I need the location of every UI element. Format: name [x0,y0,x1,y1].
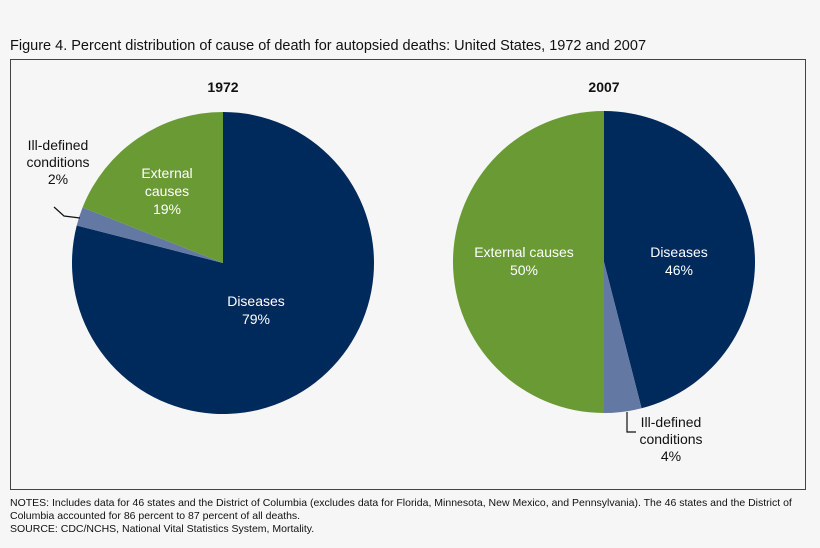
label-ill-defined-2007: Ill-defined conditions 4% [639,414,702,464]
label-diseases-2007: Diseases 46% [650,244,708,278]
pie-slice-external-causes [453,111,604,413]
label-external-1972: External causes 19% [141,165,192,217]
pie-slice-ill-defined-conditions [604,262,642,413]
notes-text: NOTES: Includes data for 46 states and t… [10,497,792,522]
leader-line-2007 [626,412,636,433]
pie-title-2007: 2007 [588,79,619,95]
figure-title: Figure 4. Percent distribution of cause … [10,38,647,54]
label-external-2007: External causes 50% [474,244,574,278]
leader-line-1972 [53,206,81,219]
label-ill-defined-1972: Ill-defined conditions 2% [26,137,89,187]
source-text: SOURCE: CDC/NCHS, National Vital Statist… [10,523,315,535]
pie-slice-diseases [604,111,755,409]
pie-slice-ill-defined-conditions [76,207,223,263]
chart-frame [10,59,806,490]
label-diseases-1972: Diseases 79% [227,293,285,327]
pie-title-1972: 1972 [207,79,238,95]
notes: NOTES: Includes data for 46 states and t… [10,497,810,536]
pie-slice-external-causes [82,112,223,263]
